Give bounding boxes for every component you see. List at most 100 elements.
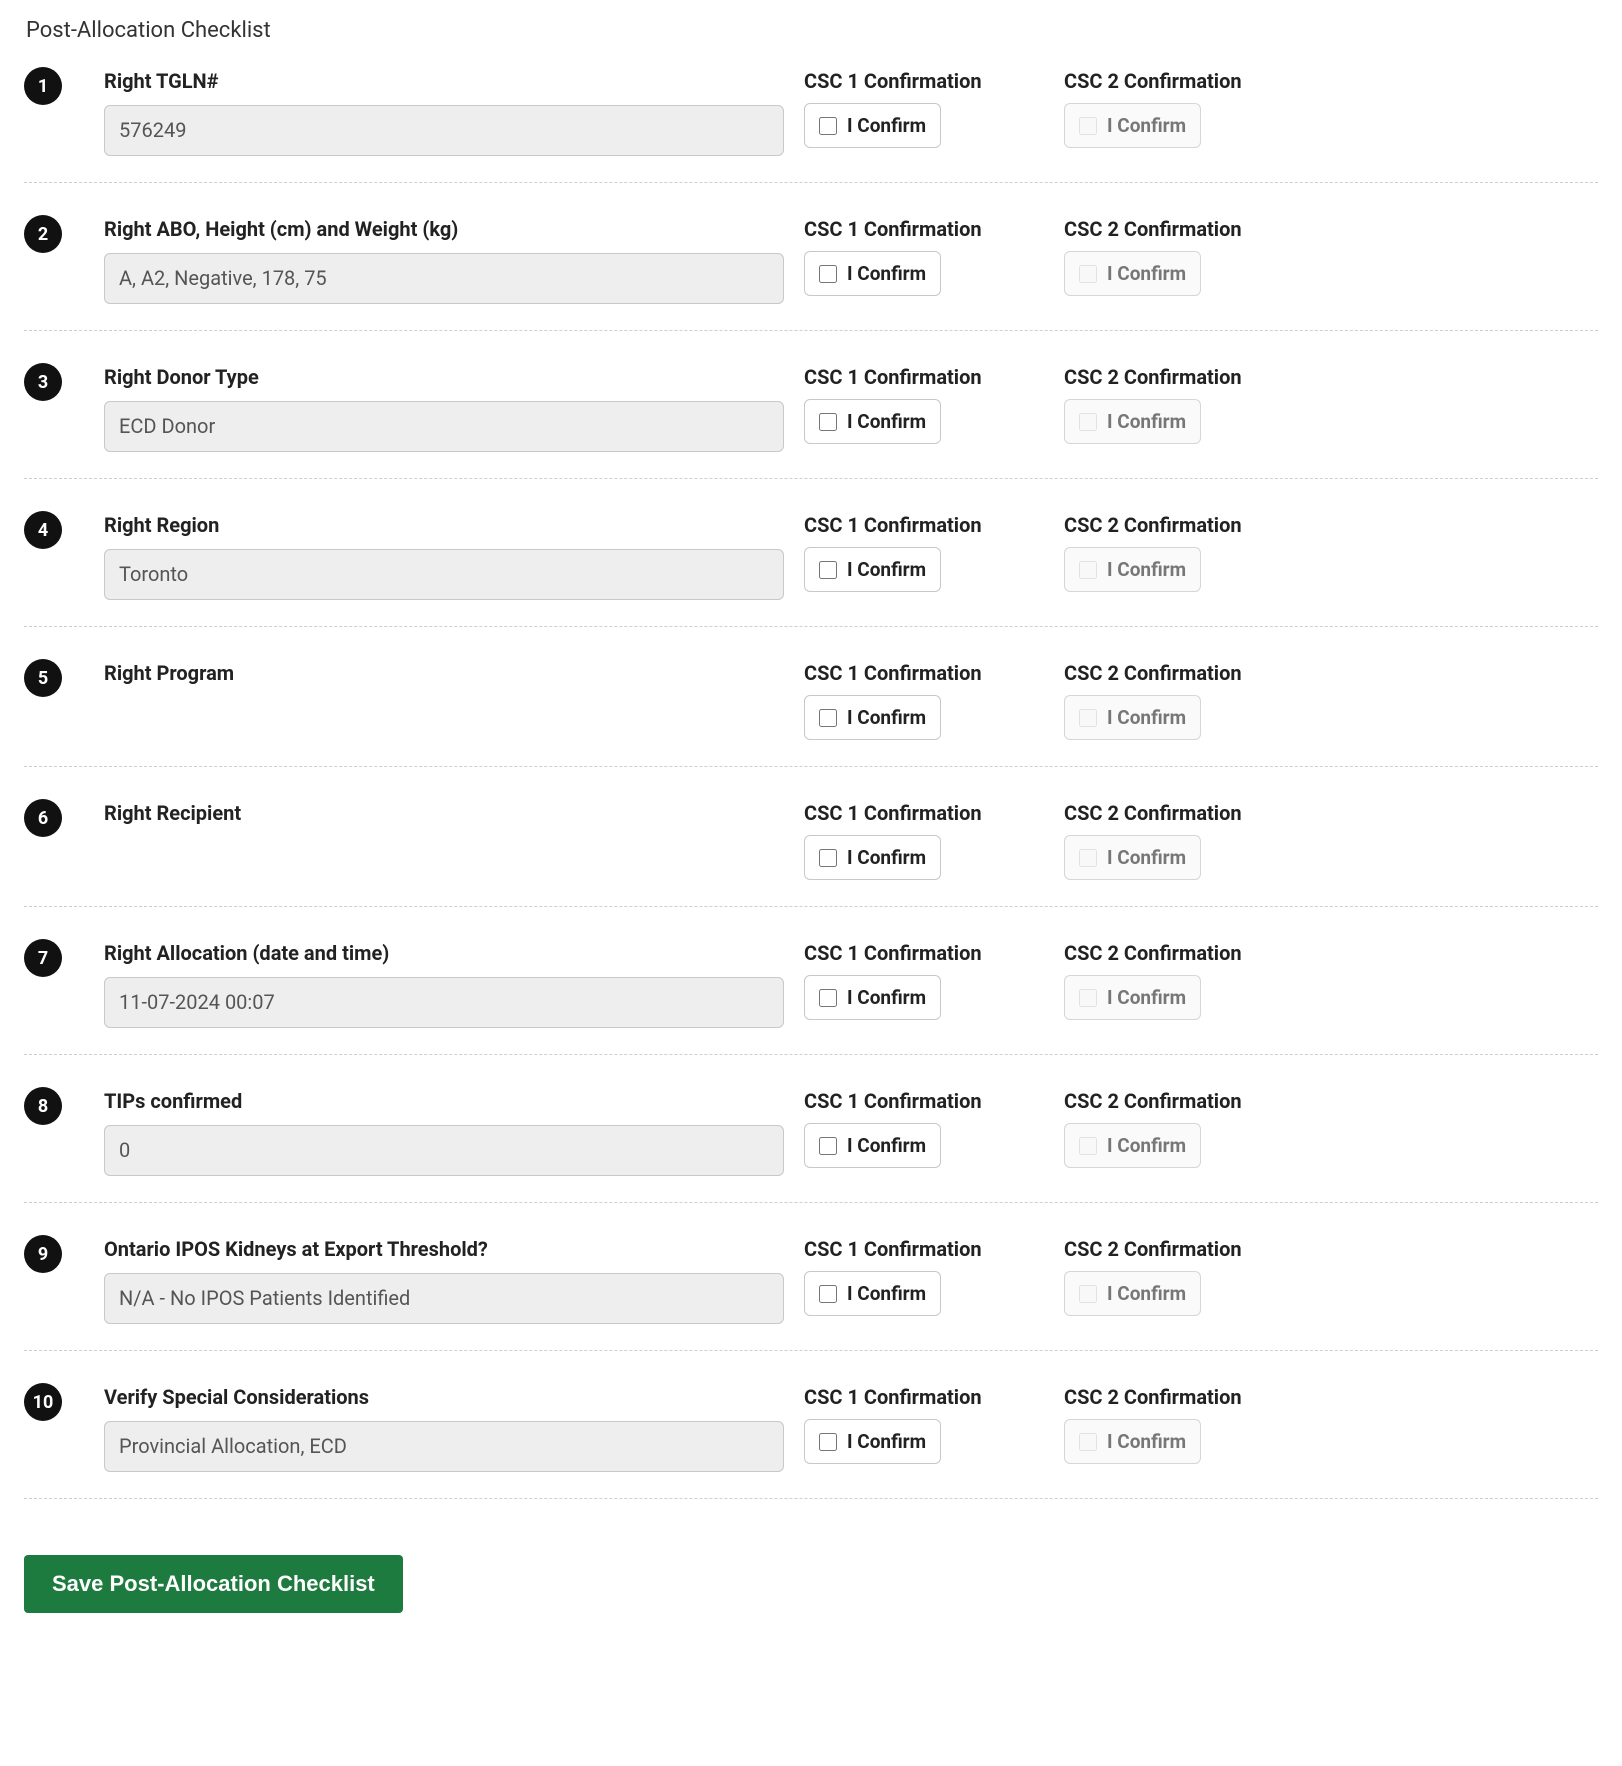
field-label: TIPs confirmed <box>104 1089 804 1113</box>
csc1-confirm-input[interactable] <box>819 1137 837 1155</box>
csc1-header: CSC 1 Confirmation <box>804 69 1064 93</box>
csc1-confirm-checkbox[interactable]: I Confirm <box>804 835 941 880</box>
csc1-col: CSC 1 Confirmation I Confirm <box>804 365 1064 444</box>
csc1-confirm-checkbox[interactable]: I Confirm <box>804 695 941 740</box>
checklist-row: 7 Right Allocation (date and time)11-07-2… <box>24 933 1598 1055</box>
row-number-badge: 1 <box>24 67 62 105</box>
row-number-badge: 4 <box>24 511 62 549</box>
csc2-header: CSC 2 Confirmation <box>1064 941 1324 965</box>
csc2-confirm-label: I Confirm <box>1107 262 1186 285</box>
row-main-col: Right Allocation (date and time)11-07-20… <box>104 941 804 1028</box>
csc2-confirm-label: I Confirm <box>1107 558 1186 581</box>
checklist-row: 5Right ProgramCSC 1 ConfirmationI Confir… <box>24 653 1598 767</box>
row-main-col: Right Recipient <box>104 801 804 837</box>
checklist-row: 2Right ABO, Height (cm) and Weight (kg)A… <box>24 209 1598 331</box>
field-value: A, A2, Negative, 178, 75 <box>104 253 784 304</box>
row-number-badge: 7 <box>24 939 62 977</box>
csc1-confirm-input[interactable] <box>819 561 837 579</box>
csc2-confirm-checkbox[interactable]: I Confirm <box>1064 835 1201 880</box>
csc1-header: CSC 1 Confirmation <box>804 1237 1064 1261</box>
csc1-confirm-label: I Confirm <box>847 1430 926 1453</box>
csc1-confirm-input[interactable] <box>819 989 837 1007</box>
csc1-header: CSC 1 Confirmation <box>804 1385 1064 1409</box>
csc1-confirm-label: I Confirm <box>847 262 926 285</box>
csc2-confirm-checkbox[interactable]: I Confirm <box>1064 975 1201 1020</box>
field-value: 0 <box>104 1125 784 1176</box>
csc2-confirm-label: I Confirm <box>1107 846 1186 869</box>
csc1-confirm-input[interactable] <box>819 117 837 135</box>
csc2-header: CSC 2 Confirmation <box>1064 365 1324 389</box>
csc2-confirm-checkbox[interactable]: I Confirm <box>1064 1123 1201 1168</box>
field-label: Right Program <box>104 661 804 685</box>
save-post-allocation-button[interactable]: Save Post-Allocation Checklist <box>24 1555 403 1613</box>
csc2-col: CSC 2 Confirmation I Confirm <box>1064 801 1324 880</box>
csc2-col: CSC 2 Confirmation I Confirm <box>1064 365 1324 444</box>
csc2-col: CSC 2 ConfirmationI Confirm <box>1064 1089 1324 1168</box>
field-value: N/A - No IPOS Patients Identified <box>104 1273 784 1324</box>
csc2-confirm-checkbox[interactable]: I Confirm <box>1064 399 1201 444</box>
csc2-header: CSC 2 Confirmation <box>1064 801 1324 825</box>
row-number-badge: 3 <box>24 363 62 401</box>
row-main-col: TIPs confirmed 0 <box>104 1089 804 1176</box>
csc2-col: CSC 2 Confirmation I Confirm <box>1064 513 1324 592</box>
csc1-confirm-checkbox[interactable]: I Confirm <box>804 103 941 148</box>
csc2-header: CSC 2 Confirmation <box>1064 1237 1324 1261</box>
csc1-confirm-checkbox[interactable]: I Confirm <box>804 399 941 444</box>
field-value: 11-07-2024 00:07 <box>104 977 784 1028</box>
csc1-col: CSC 1 ConfirmationI Confirm <box>804 801 1064 880</box>
csc1-confirm-input[interactable] <box>819 709 837 727</box>
csc2-confirm-label: I Confirm <box>1107 114 1186 137</box>
csc2-header: CSC 2 Confirmation <box>1064 69 1324 93</box>
csc2-confirm-input <box>1079 561 1097 579</box>
csc2-confirm-input <box>1079 117 1097 135</box>
csc2-confirm-checkbox[interactable]: I Confirm <box>1064 1419 1201 1464</box>
csc1-header: CSC 1 Confirmation <box>804 661 1064 685</box>
post-allocation-checklist-page: Post-Allocation Checklist 1Right TGLN#57… <box>0 0 1622 1653</box>
csc1-confirm-checkbox[interactable]: I Confirm <box>804 1123 941 1168</box>
field-value: 576249 <box>104 105 784 156</box>
csc1-confirm-checkbox[interactable]: I Confirm <box>804 975 941 1020</box>
csc1-header: CSC 1 Confirmation <box>804 365 1064 389</box>
csc1-confirm-label: I Confirm <box>847 706 926 729</box>
row-number-badge: 5 <box>24 659 62 697</box>
checklist-row: 9Ontario IPOS Kidneys at Export Threshol… <box>24 1229 1598 1351</box>
csc2-header: CSC 2 Confirmation <box>1064 1385 1324 1409</box>
csc2-confirm-input <box>1079 1433 1097 1451</box>
csc2-confirm-checkbox[interactable]: I Confirm <box>1064 251 1201 296</box>
csc1-header: CSC 1 Confirmation <box>804 513 1064 537</box>
csc2-confirm-checkbox[interactable]: I Confirm <box>1064 103 1201 148</box>
row-number-col: 4 <box>24 513 104 549</box>
csc2-confirm-checkbox[interactable]: I Confirm <box>1064 547 1201 592</box>
csc1-header: CSC 1 Confirmation <box>804 941 1064 965</box>
field-label: Right Recipient <box>104 801 804 825</box>
csc2-confirm-input <box>1079 413 1097 431</box>
csc2-confirm-checkbox[interactable]: I Confirm <box>1064 695 1201 740</box>
field-label: Right Donor Type <box>104 365 804 389</box>
row-number-badge: 8 <box>24 1087 62 1125</box>
checklist-row: 8TIPs confirmed0CSC 1 ConfirmationI Conf… <box>24 1081 1598 1203</box>
csc2-header: CSC 2 Confirmation <box>1064 661 1324 685</box>
csc1-confirm-checkbox[interactable]: I Confirm <box>804 1271 941 1316</box>
csc1-confirm-label: I Confirm <box>847 114 926 137</box>
field-label: Right Region <box>104 513 804 537</box>
csc1-confirm-input[interactable] <box>819 849 837 867</box>
row-number-col: 1 <box>24 69 104 105</box>
checklist: 1Right TGLN#576249CSC 1 ConfirmationI Co… <box>24 61 1598 1525</box>
csc2-header: CSC 2 Confirmation <box>1064 513 1324 537</box>
checklist-row: 6Right RecipientCSC 1 ConfirmationI Conf… <box>24 793 1598 907</box>
csc1-confirm-input[interactable] <box>819 413 837 431</box>
csc1-confirm-checkbox[interactable]: I Confirm <box>804 547 941 592</box>
csc1-confirm-input[interactable] <box>819 265 837 283</box>
csc1-confirm-input[interactable] <box>819 1285 837 1303</box>
csc1-confirm-input[interactable] <box>819 1433 837 1451</box>
field-value: Provincial Allocation, ECD <box>104 1421 784 1472</box>
csc2-confirm-checkbox[interactable]: I Confirm <box>1064 1271 1201 1316</box>
csc1-col: CSC 1 Confirmation I Confirm <box>804 1237 1064 1316</box>
csc1-confirm-checkbox[interactable]: I Confirm <box>804 1419 941 1464</box>
csc1-confirm-checkbox[interactable]: I Confirm <box>804 251 941 296</box>
csc1-header: CSC 1 Confirmation <box>804 217 1064 241</box>
row-number-col: 2 <box>24 217 104 253</box>
csc2-col: CSC 2 Confirmation I Confirm <box>1064 1237 1324 1316</box>
csc1-header: CSC 1 Confirmation <box>804 1089 1064 1113</box>
row-main-col: Right TGLN#576249 <box>104 69 804 156</box>
